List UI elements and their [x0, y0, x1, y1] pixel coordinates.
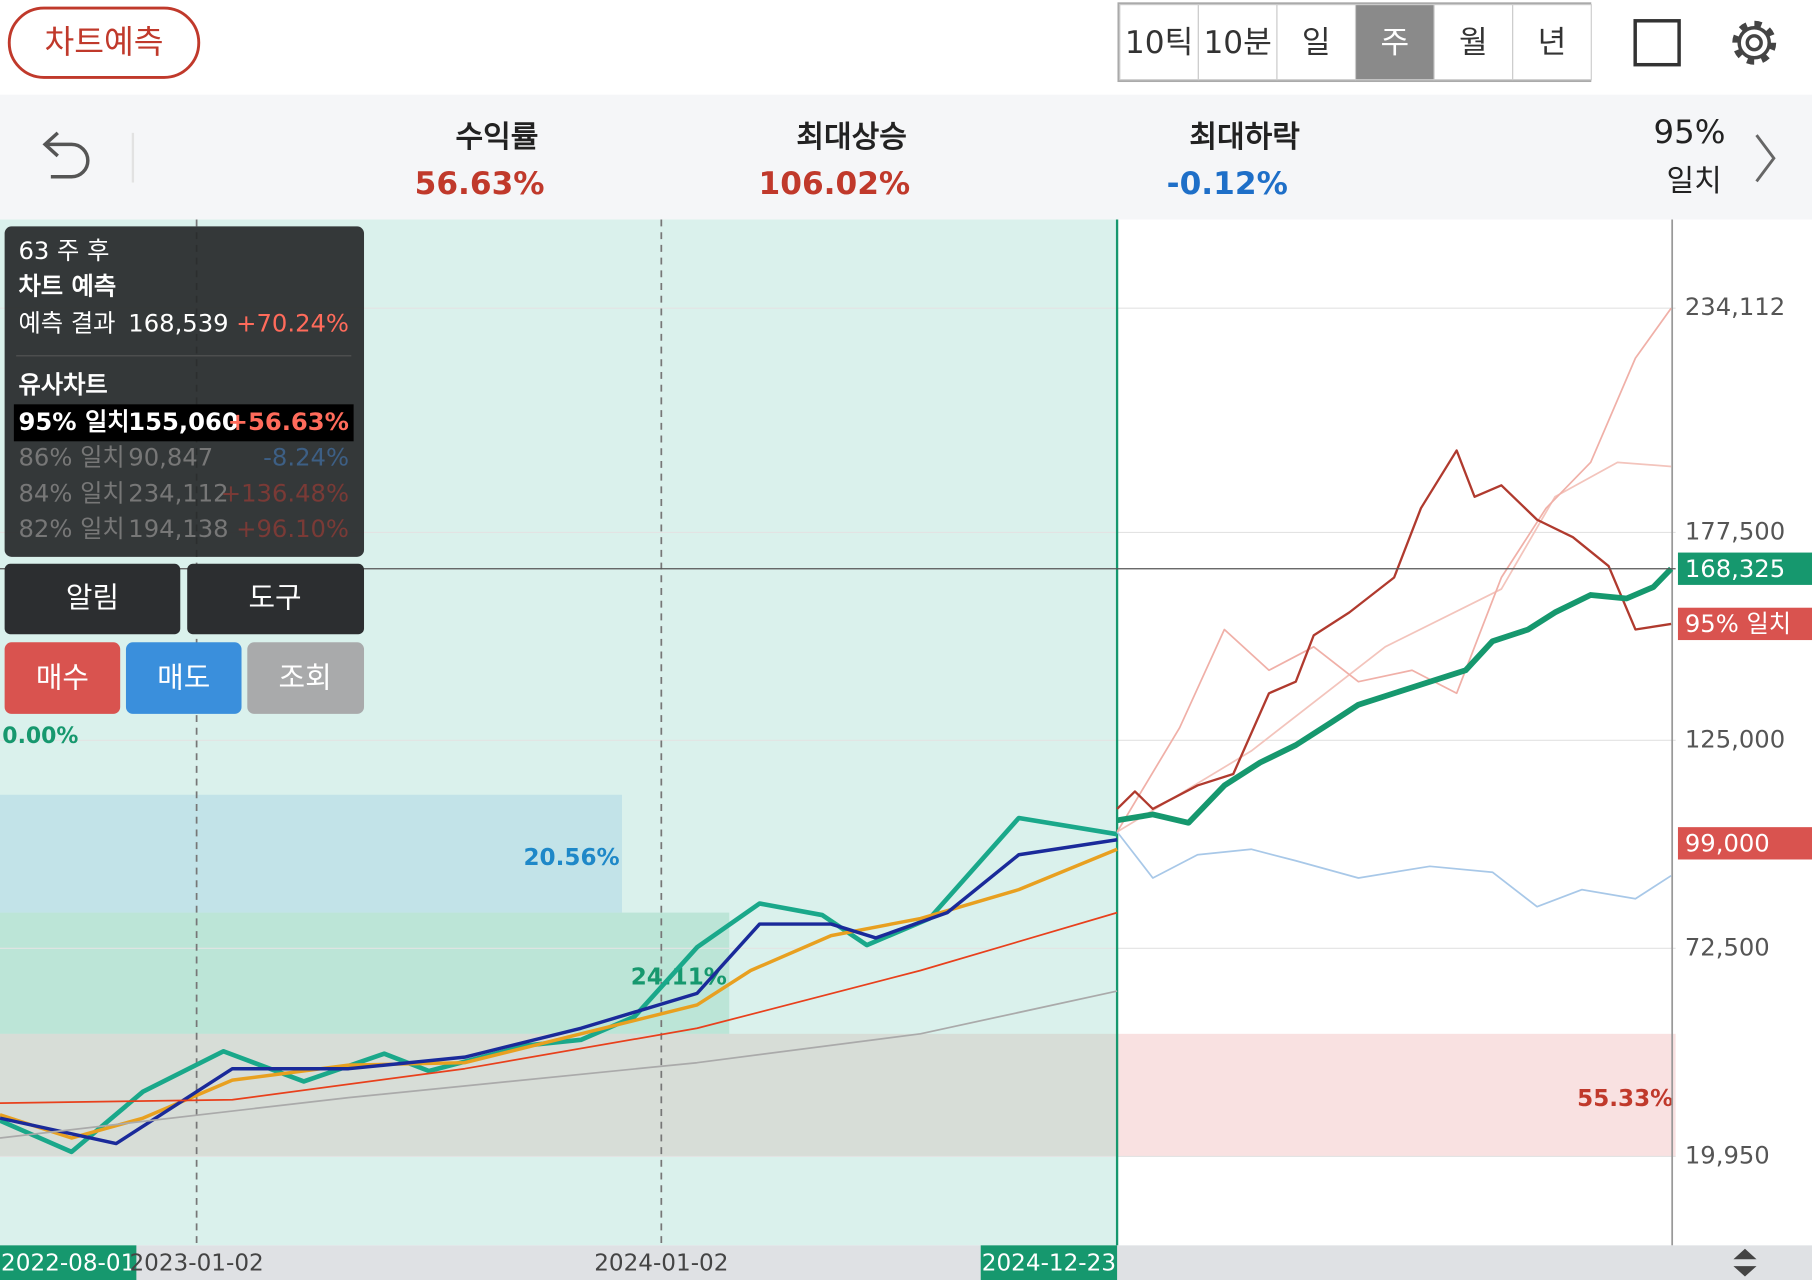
panel-title: 차트 예측: [18, 272, 116, 301]
price-tag: [1677, 552, 1812, 585]
price-tag-label: 99,000: [1685, 828, 1770, 857]
tab-label[interactable]: 년: [1538, 25, 1567, 61]
row-match[interactable]: 86% 일치: [18, 443, 124, 472]
panel-bg: [4, 226, 365, 557]
y-tick-label: 125,000: [1685, 724, 1785, 753]
stats: 수익률 56.63% 최대상승 106.02% 최대하락 -0.12%: [415, 120, 1301, 202]
series-line: [1116, 831, 1672, 908]
tab-label[interactable]: 10틱: [1125, 25, 1193, 61]
row-price[interactable]: 234,112: [128, 478, 228, 507]
series-tag-label: 95% 일치: [1685, 609, 1791, 638]
tab-label[interactable]: 주: [1380, 25, 1409, 61]
stat-value: 56.63%: [415, 166, 545, 202]
price-zone: [0, 912, 730, 1034]
period-tabs: 10틱 10분 일 주 월 년: [1117, 2, 1592, 83]
zone-label: 55.33%: [1577, 1086, 1673, 1112]
price-tag-label: 168,325: [1685, 554, 1785, 583]
price-zone: [1117, 1033, 1676, 1157]
predict-button[interactable]: [7, 6, 201, 79]
sell-label[interactable]: 매도: [157, 660, 210, 694]
x-tick-highlight: [0, 1245, 137, 1280]
stats-bar: [0, 94, 1812, 220]
tab-label[interactable]: 10분: [1203, 25, 1271, 61]
tools-label[interactable]: 도구: [248, 581, 301, 615]
zone-label: 20.56%: [523, 845, 619, 871]
similar-title: 유사차트: [18, 370, 107, 399]
y-tick-label: 177,500: [1685, 516, 1785, 545]
result-label: 예측 결과: [18, 309, 115, 338]
x-tick-label: 2023-01-02: [129, 1250, 263, 1276]
fullscreen-icon[interactable]: [1633, 19, 1681, 67]
series-line: [1116, 461, 1672, 833]
series-line: [0, 815, 1118, 1155]
row-change[interactable]: +96.10%: [236, 514, 349, 543]
row-change[interactable]: -8.24%: [263, 443, 349, 472]
result-price: 168,539: [128, 309, 228, 338]
query-label[interactable]: 조회: [279, 660, 332, 694]
series-line: [0, 838, 1118, 1146]
alarm-button[interactable]: [4, 563, 181, 635]
match-value: 95%: [1654, 113, 1726, 151]
settings-icon[interactable]: [1732, 20, 1777, 65]
undo-icon[interactable]: [42, 131, 90, 179]
tab[interactable]: [1433, 4, 1514, 81]
row-price[interactable]: 155,060: [128, 407, 238, 436]
sell-button[interactable]: [125, 642, 242, 714]
horizon: 63 주 후: [18, 236, 109, 265]
predict-button-label[interactable]: 차트예측: [44, 23, 163, 61]
level-label: 0.00%: [2, 724, 78, 749]
stat-value: 106.02%: [759, 166, 911, 202]
x-tick-label: 2024-12-23: [982, 1250, 1116, 1276]
price-zone: [0, 794, 622, 913]
series-line: [1116, 307, 1672, 833]
result-change: +70.24%: [236, 309, 349, 338]
series-line: [0, 911, 1118, 1104]
match-label: 일치: [1666, 164, 1721, 199]
series-tag: [1677, 607, 1812, 641]
row-highlight: [13, 404, 354, 442]
series-line: [1116, 566, 1674, 826]
stat-label: 최대상승: [796, 120, 907, 155]
info-panel: 63 주 후 차트 예측 예측 결과 168,539 +70.24% 유사차트 …: [4, 226, 365, 714]
next-icon[interactable]: [1755, 134, 1776, 183]
query-button[interactable]: [247, 642, 365, 714]
row-match[interactable]: 95% 일치: [18, 407, 129, 436]
y-tick-label: 234,112: [1685, 292, 1785, 321]
stat-label: 최대하락: [1189, 120, 1300, 155]
stat-value: -0.12%: [1167, 166, 1288, 202]
stat-label: 수익률: [455, 120, 538, 155]
resize-handle[interactable]: [1733, 1248, 1757, 1277]
row-price[interactable]: 90,847: [128, 443, 213, 472]
tools-button[interactable]: [187, 563, 365, 635]
series-line: [0, 990, 1118, 1139]
row-match[interactable]: 84% 일치: [18, 478, 124, 507]
buy-label[interactable]: 매수: [36, 660, 89, 694]
price-zone: [0, 1033, 1118, 1157]
x-tick-label: 2024-01-02: [594, 1250, 728, 1276]
row-price[interactable]: 194,138: [128, 514, 228, 543]
series-line: [1116, 449, 1672, 811]
x-axis-bar: [0, 1245, 1812, 1280]
tab[interactable]: [1512, 4, 1592, 81]
tab[interactable]: [1354, 4, 1435, 81]
row-match[interactable]: 82% 일치: [18, 514, 124, 543]
buy-button[interactable]: [4, 642, 121, 714]
alarm-label[interactable]: 알림: [66, 581, 119, 615]
series-line: [0, 847, 1118, 1140]
tab-label[interactable]: 일: [1302, 25, 1331, 61]
x-tick-label: 2022-08-01: [1, 1250, 135, 1276]
y-tick-label: 72,500: [1685, 932, 1770, 961]
tab-label[interactable]: 월: [1459, 25, 1488, 61]
row-change[interactable]: +56.63%: [228, 407, 349, 436]
row-change[interactable]: +136.48%: [221, 478, 349, 507]
price-tag: [1677, 827, 1812, 860]
tab[interactable]: [1276, 4, 1357, 81]
x-tick-highlight: [980, 1245, 1118, 1280]
y-tick-label: 19,950: [1685, 1140, 1770, 1169]
